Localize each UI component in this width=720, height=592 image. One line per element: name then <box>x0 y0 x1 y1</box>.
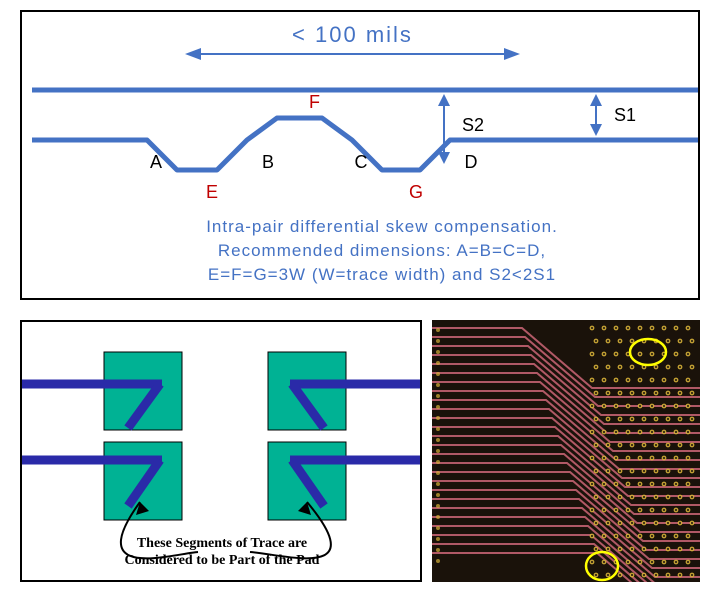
label-E: E <box>206 182 218 202</box>
traces-group <box>22 384 420 506</box>
bl-svg: These Segments of Trace are Considered t… <box>22 322 420 580</box>
pcb-layout-snapshot <box>432 320 700 582</box>
top-svg: < 100 mils S1 S2 A B C D E F G Intra-pai… <box>22 12 698 298</box>
pad-trace-diagram: These Segments of Trace are Considered t… <box>20 320 422 582</box>
label-D: D <box>465 152 478 172</box>
bl-caption-1: These Segments of Trace are <box>137 536 307 551</box>
label-C: C <box>355 152 368 172</box>
dimension-arrow: < 100 mils <box>185 22 520 60</box>
bl-caption-2: Considered to be Part of the Pad <box>125 553 320 568</box>
skew-compensation-diagram: < 100 mils S1 S2 A B C D E F G Intra-pai… <box>20 10 700 300</box>
dimension-label: < 100 mils <box>292 22 413 47</box>
caption-line-3: E=F=G=3W (W=trace width) and S2<2S1 <box>208 265 556 284</box>
s1-dim: S1 <box>590 94 636 136</box>
label-B: B <box>262 152 274 172</box>
caption-line-1: Intra-pair differential skew compensatio… <box>206 217 558 236</box>
caption-line-2: Recommended dimensions: A=B=C=D, <box>218 241 546 260</box>
label-F: F <box>309 92 320 112</box>
br-svg <box>432 320 700 582</box>
s1-label: S1 <box>614 105 636 125</box>
label-A: A <box>150 152 162 172</box>
label-G: G <box>409 182 423 202</box>
s2-label: S2 <box>462 115 484 135</box>
